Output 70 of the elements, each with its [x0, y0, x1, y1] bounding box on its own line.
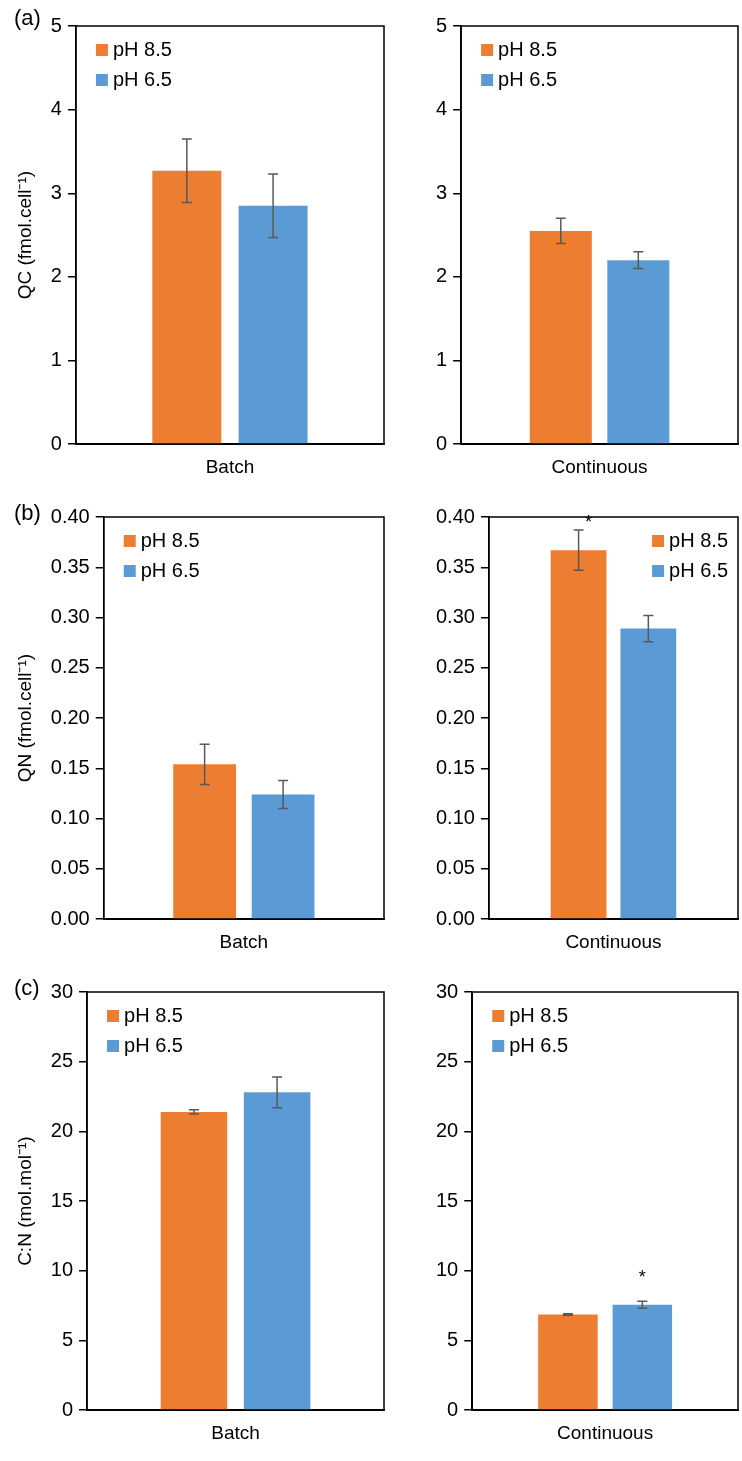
y-tick-label: 15: [436, 1188, 459, 1211]
y-tick-label: 0.10: [50, 806, 90, 829]
legend-label: pH 8.5: [112, 37, 172, 60]
y-tick-label: 0: [61, 1397, 74, 1420]
y-tick-label: 0.35: [435, 554, 475, 577]
y-tick-label: 0.05: [50, 856, 90, 879]
legend-label: pH 8.5: [509, 1003, 569, 1026]
y-tick-label: 10: [50, 1258, 74, 1281]
y-tick-label: 15: [50, 1188, 74, 1211]
x-tick-label: Batch: [211, 1421, 260, 1443]
y-tick-label: 0.20: [435, 705, 475, 728]
y-tick-label: 1: [50, 348, 62, 371]
y-tick-label: 0.00: [50, 906, 90, 929]
y-tick-label: 30: [50, 979, 74, 1002]
y-tick-label: 25: [436, 1049, 459, 1072]
y-tick-label: 0.35: [50, 554, 90, 577]
legend-label: pH 8.5: [498, 37, 558, 60]
y-tick-label: 0.20: [50, 705, 90, 728]
y-tick-label: 0.15: [435, 755, 475, 778]
y-tick-label: 4: [436, 97, 448, 120]
y-tick-label: 0: [436, 431, 448, 454]
y-tick-label: 0.15: [50, 755, 90, 778]
y-axis-title: C:N (mol.mol⁻¹): [13, 1136, 35, 1266]
x-tick-label: Continuous: [565, 930, 662, 952]
y-tick-label: 0.05: [435, 856, 475, 879]
legend-label: pH 6.5: [124, 1033, 183, 1056]
y-tick-label: 3: [50, 180, 62, 203]
y-tick-label: 20: [436, 1118, 459, 1141]
legend-label: pH 6.5: [140, 558, 200, 581]
y-axis-title: QN (fmol.cell⁻¹): [13, 653, 35, 783]
y-tick-label: 0.00: [435, 906, 475, 929]
y-tick-label: 0.40: [435, 504, 475, 527]
legend-label: pH 8.5: [124, 1003, 183, 1026]
y-tick-label: 0.10: [435, 806, 475, 829]
legend-label: pH 6.5: [112, 67, 172, 90]
y-tick-label: 0.30: [50, 605, 90, 628]
y-tick-label: 1: [436, 348, 448, 371]
y-tick-label: 5: [50, 13, 62, 36]
y-tick-label: 20: [50, 1118, 74, 1141]
y-tick-label: 5: [61, 1328, 74, 1351]
legend-label: pH 6.5: [498, 67, 558, 90]
y-tick-label: 2: [436, 264, 448, 287]
y-tick-label: 2: [50, 264, 62, 287]
annotation: *: [585, 512, 593, 533]
legend-label: pH 8.5: [140, 528, 200, 551]
legend-label: pH 6.5: [509, 1033, 569, 1056]
y-tick-label: 0: [447, 1397, 459, 1420]
chart-title: (a): [14, 5, 41, 31]
y-tick-label: 5: [447, 1328, 459, 1351]
y-tick-label: 0.25: [435, 655, 475, 678]
y-tick-label: 0.40: [50, 504, 90, 527]
chart-title: (c): [14, 975, 40, 1001]
y-tick-label: 0.30: [435, 605, 475, 628]
y-tick-label: 0.25: [50, 655, 90, 678]
annotation: *: [638, 1267, 646, 1288]
y-tick-label: 5: [436, 13, 448, 36]
y-tick-label: 10: [436, 1258, 459, 1281]
y-axis-title: QC (fmol.cell⁻¹): [13, 170, 35, 300]
y-tick-label: 30: [436, 979, 459, 1002]
x-tick-label: Batch: [219, 930, 269, 952]
x-tick-label: Continuous: [551, 455, 648, 477]
y-tick-label: 25: [50, 1049, 74, 1072]
chart-title: (b): [14, 500, 41, 526]
legend-label: pH 8.5: [669, 528, 729, 551]
y-tick-label: 0: [50, 431, 62, 454]
x-tick-label: Continuous: [557, 1421, 654, 1443]
legend-label: pH 6.5: [669, 558, 729, 581]
y-tick-label: 4: [50, 97, 62, 120]
y-tick-label: 3: [436, 180, 448, 203]
x-tick-label: Batch: [205, 455, 255, 477]
